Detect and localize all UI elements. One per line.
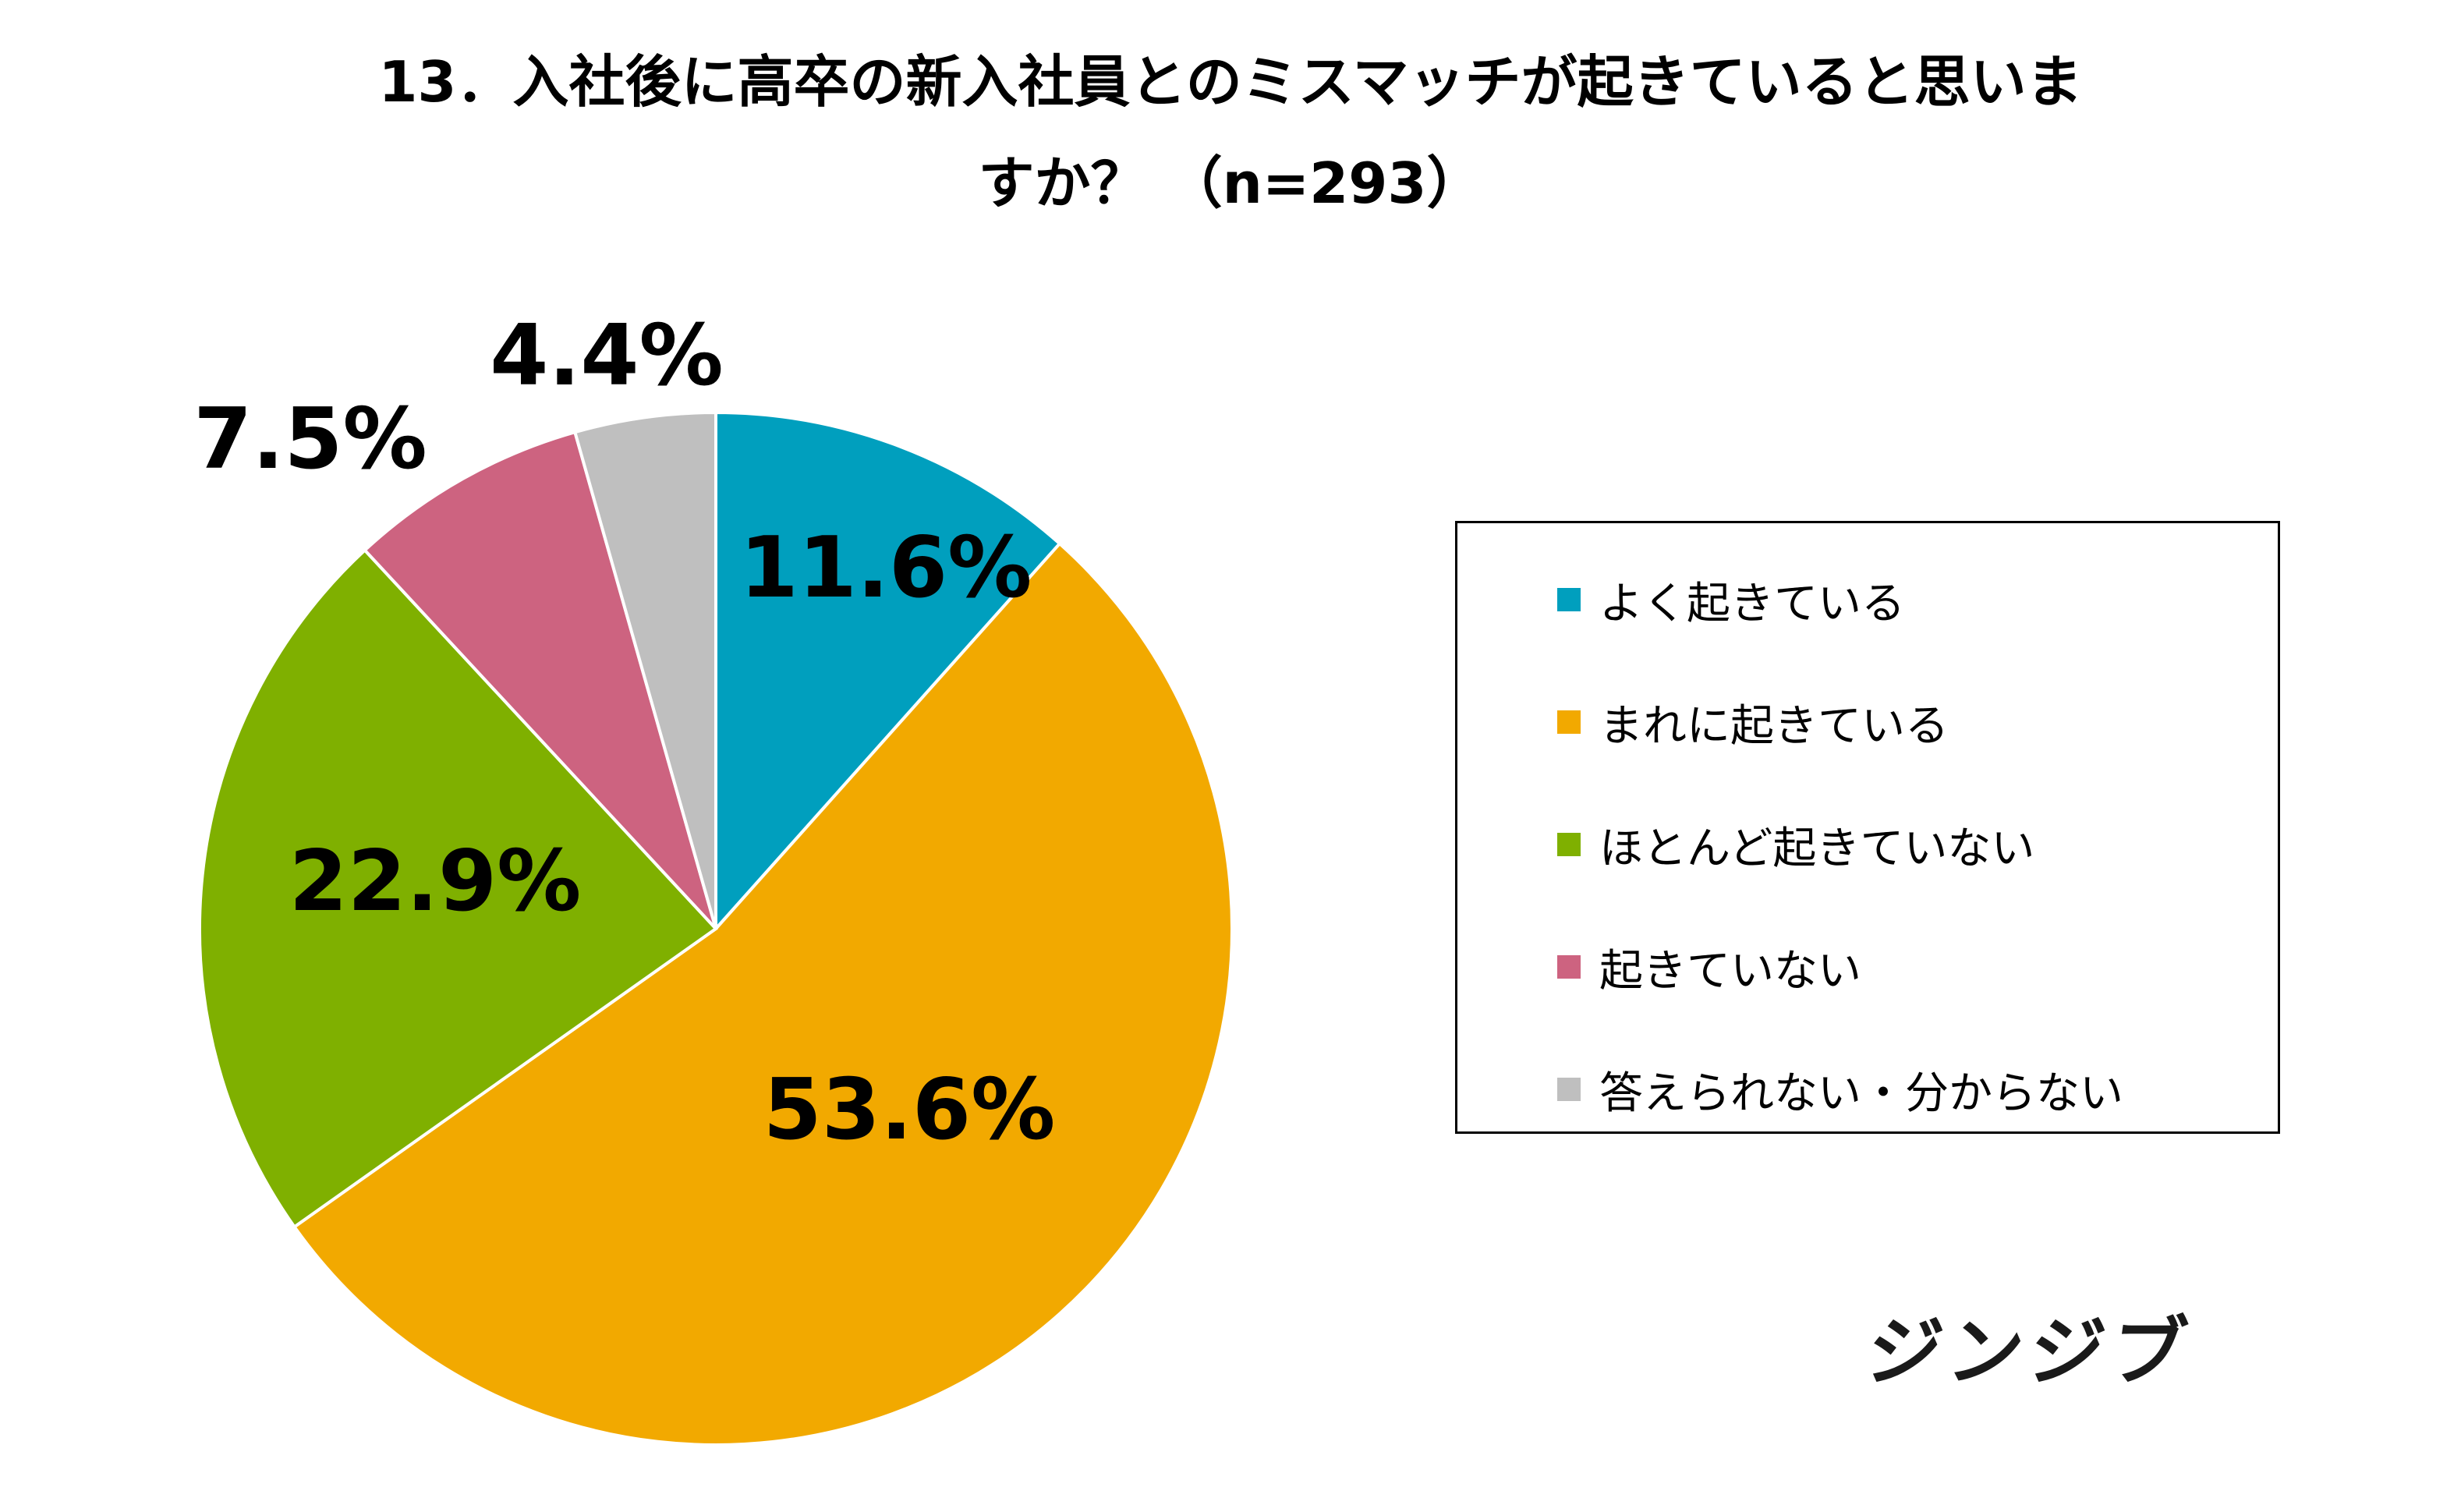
legend-item-never: 起きていない	[1557, 940, 1861, 997]
data-label-hardly: 22.9%	[289, 833, 582, 930]
legend-label-hardly: ほとんど起きていない	[1599, 823, 2035, 874]
chart-title-line-1: 13．入社後に高卒の新入社員とのミスマッチが起きていると思いま	[378, 49, 2083, 115]
data-label-never: 7.5%	[193, 391, 427, 488]
legend-item-rarely: まれに起きている	[1557, 695, 1949, 752]
legend-label-often: よく起きている	[1599, 578, 1905, 629]
brand-logo: ジンジブ	[1861, 1308, 2198, 1396]
chart-title: 13．入社後に高卒の新入社員とのミスマッチが起きていると思いま すか？ （n=2…	[0, 31, 2461, 234]
legend-swatch-never	[1557, 955, 1581, 979]
legend-swatch-rarely	[1557, 710, 1581, 734]
pie-slice-hardly	[198, 547, 719, 1230]
pie-slice-often	[714, 410, 1062, 933]
legend-label-unknown: 答えられない・分からない	[1599, 1068, 2123, 1119]
legend-swatch-hardly	[1557, 833, 1581, 856]
data-label-often: 11.6%	[740, 519, 1032, 617]
pie-slice-never	[363, 430, 717, 930]
pie-slice-rarely	[292, 541, 1234, 1446]
legend-item-often: よく起きている	[1557, 572, 1905, 629]
legend-swatch-often	[1557, 588, 1581, 611]
chart-title-line-2: すか？ （n=293）	[978, 150, 1483, 216]
legend-item-unknown: 答えられない・分からない	[1557, 1062, 2123, 1119]
data-label-rarely: 53.6%	[763, 1061, 1056, 1159]
data-label-unknown: 4.4%	[490, 307, 724, 405]
legend-label-rarely: まれに起きている	[1599, 700, 1949, 752]
chart-legend: よく起きている まれに起きている ほとんど起きていない 起きていない 答えられな…	[1455, 521, 2280, 1134]
legend-label-never: 起きていない	[1599, 945, 1861, 997]
pie-slice-unknown	[572, 410, 717, 930]
legend-item-hardly: ほとんど起きていない	[1557, 817, 2034, 874]
legend-swatch-unknown	[1557, 1078, 1581, 1101]
